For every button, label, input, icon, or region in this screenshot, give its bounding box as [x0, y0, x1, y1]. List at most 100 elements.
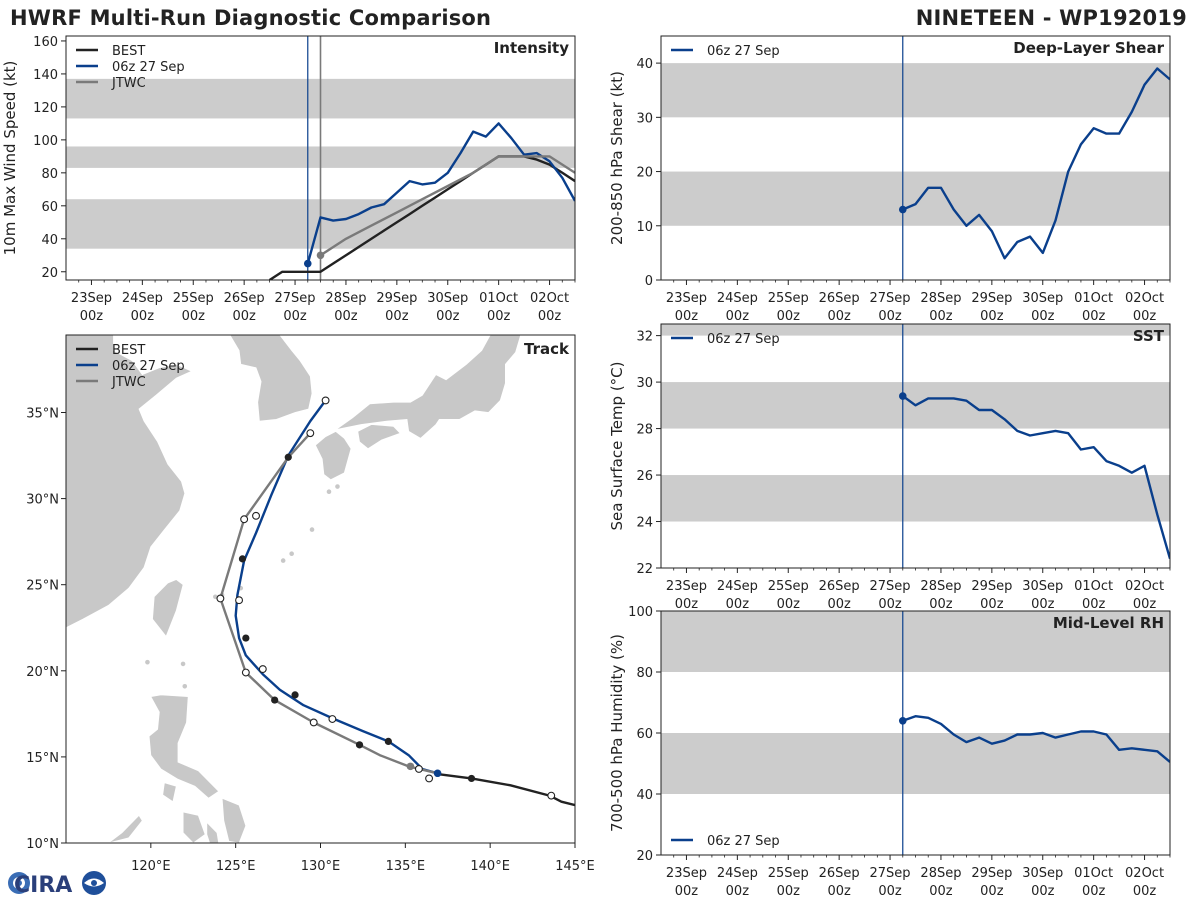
track-forecast-point	[258, 665, 267, 674]
sst-xtick-day-label: 23Sep	[666, 579, 707, 594]
intensity-xtick-hour-label: 00z	[436, 309, 460, 324]
track-best-point	[467, 774, 476, 783]
land-islet	[280, 558, 286, 563]
shear-xtick-hour-label: 00z	[675, 309, 699, 324]
shear-ytick-label: 40	[636, 57, 653, 72]
track-frame	[65, 334, 576, 844]
sst-ytick-label: 22	[636, 562, 653, 577]
intensity-xtick-hour-label: 00z	[182, 309, 206, 324]
sst-title: SST	[1133, 327, 1165, 345]
shear-ytick-label: 20	[636, 166, 653, 181]
intensity-ytick-label: 60	[41, 200, 58, 215]
track-forecast-point	[252, 511, 260, 520]
track-chart: 120°E 125°E 130°E 135°E 140°E 145°E 10°N 15°N 20…	[26, 334, 595, 874]
cira-logo: CIRA	[4, 868, 108, 900]
rh-ytick-label: 40	[636, 788, 653, 803]
track-best-point	[238, 555, 247, 563]
track-jtwc-start-point	[406, 762, 415, 771]
track-forecast-point	[414, 765, 423, 773]
rh-ytick-label: 80	[636, 666, 653, 681]
land-islet	[180, 661, 186, 667]
land-islet	[145, 659, 150, 665]
track-plot-area	[66, 335, 575, 843]
intensity-title: Intensity	[494, 39, 570, 57]
intensity-legend-label: BEST	[112, 44, 145, 59]
sst-xtick-hour-label: 00z	[777, 597, 801, 612]
intensity-xtick-day-label: 24Sep	[122, 291, 163, 306]
track-best-point	[384, 737, 392, 746]
track-legend-label: BEST	[112, 343, 145, 358]
shear-xtick-day-label: 26Sep	[819, 291, 860, 306]
shear-xtick-hour-label: 00z	[777, 309, 801, 324]
sst-series-06z-27-sep	[902, 395, 1170, 560]
land-islet	[326, 489, 332, 495]
track-forecast-point	[309, 718, 318, 727]
rh-xtick-day-label: 26Sep	[819, 866, 860, 881]
shear-xtick-hour-label: 00z	[1082, 309, 1106, 324]
rh-ylabel: 700-500 hPa Humidity (%)	[608, 634, 626, 832]
intensity-xtick-day-label: 26Sep	[224, 291, 265, 306]
rh-xtick-hour-label: 00z	[1082, 884, 1106, 899]
rh-plot-area	[661, 611, 1170, 855]
shear-ylabel: 200-850 hPa Shear (kt)	[608, 71, 626, 245]
rh-xtick-hour-label: 00z	[980, 884, 1004, 899]
rh-xtick-hour-label: 00z	[777, 884, 801, 899]
land-korea	[222, 335, 313, 422]
shear-title: Deep-Layer Shear	[1013, 39, 1164, 57]
intensity-xtick-day-label: 27Sep	[275, 291, 316, 306]
land-islet	[213, 594, 218, 600]
shear-xtick-day-label: 27Sep	[870, 291, 911, 306]
cira-logo-text: CIRA	[14, 873, 72, 898]
shear-ytick-label: 0	[645, 274, 653, 289]
land-palawan	[108, 814, 143, 843]
intensity-xtick-day-label: 02Oct	[530, 291, 569, 306]
sst-xtick-hour-label: 00z	[726, 597, 750, 612]
sst-xtick-day-label: 30Sep	[1022, 579, 1063, 594]
rh-xtick-hour-label: 00z	[726, 884, 750, 899]
track-ytick-label: 30°N	[26, 493, 59, 508]
track-ytick-label: 15°N	[26, 751, 59, 766]
shear-xtick-day-label: 23Sep	[666, 291, 707, 306]
sst-ytick-label: 24	[636, 516, 653, 531]
rh-xtick-hour-label: 00z	[878, 884, 902, 899]
track-forecast-point	[321, 396, 330, 405]
intensity-xtick-hour-label: 00z	[487, 309, 511, 324]
storm-id: NINETEEN - WP192019	[915, 6, 1187, 30]
sst-xtick-hour-label: 00z	[1031, 597, 1055, 612]
shear-xtick-hour-label: 00z	[929, 309, 953, 324]
rh-chart: 20 40 60 80 100 23Sep 00z 24Sep 00z 25Sep 00z 26Sep…	[608, 605, 1171, 899]
shear-xtick-hour-label: 00z	[878, 309, 902, 324]
track-forecast-point	[241, 668, 250, 677]
rh-title: Mid-Level RH	[1053, 614, 1164, 632]
sst-band	[661, 324, 1170, 336]
shear-ytick-label: 10	[636, 220, 653, 235]
intensity-xtick-day-label: 30Sep	[427, 291, 468, 306]
sst-xtick-day-label: 02Oct	[1125, 579, 1164, 594]
shear-xtick-hour-label: 00z	[726, 309, 750, 324]
track-xtick-label: 125°E	[216, 859, 256, 874]
track-forecast-point	[547, 791, 556, 800]
land-mindoro	[162, 782, 177, 803]
track-forecast-point	[328, 715, 337, 723]
track-xtick-label: 120°E	[131, 859, 171, 874]
land-cebu	[206, 821, 220, 843]
land-mindanao-north	[243, 842, 264, 843]
intensity-ytick-label: 80	[41, 167, 58, 182]
shear-band	[661, 63, 1170, 118]
land-kyushu	[314, 430, 352, 481]
intensity-xtick-hour-label: 00z	[80, 309, 104, 324]
rh-xtick-day-label: 23Sep	[666, 866, 707, 881]
shear-xtick-day-label: 30Sep	[1022, 291, 1063, 306]
sst-band	[661, 475, 1170, 522]
sst-ytick-label: 30	[636, 376, 653, 391]
intensity-xtick-hour-label: 00z	[385, 309, 409, 324]
shear-series-06z-27-sep	[902, 67, 1170, 260]
track-forecast-point	[240, 515, 249, 524]
rh-xtick-day-label: 30Sep	[1022, 866, 1063, 881]
sst-plot-area	[661, 324, 1170, 568]
sst-xtick-day-label: 27Sep	[870, 579, 911, 594]
track-legend-label: 06z 27 Sep	[112, 359, 185, 374]
track-best-point	[242, 634, 250, 642]
sst-xtick-hour-label: 00z	[675, 597, 699, 612]
land-samar	[221, 797, 247, 843]
